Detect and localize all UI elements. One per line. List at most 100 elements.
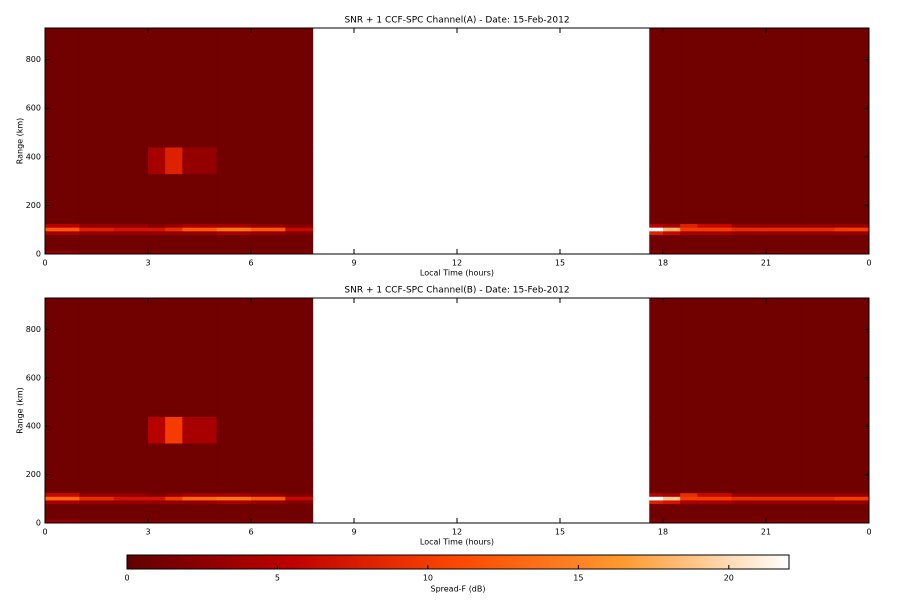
heat-cell xyxy=(766,250,801,255)
heat-cell xyxy=(800,416,836,444)
y-axis-label: Range (km) xyxy=(16,118,25,165)
heat-cell xyxy=(45,250,80,255)
heat-cell xyxy=(79,147,115,175)
heat-cell xyxy=(697,500,733,505)
heat-cell xyxy=(216,250,252,255)
heat-cell xyxy=(182,416,218,444)
heat-cell xyxy=(663,173,681,225)
heat-cell xyxy=(165,173,183,225)
heat-cell xyxy=(148,298,166,417)
heat-cell xyxy=(766,496,801,501)
heat-cell xyxy=(45,223,80,228)
heat-cell xyxy=(697,519,733,524)
heat-cell xyxy=(800,492,836,497)
heat-cell xyxy=(731,298,767,417)
heat-cell xyxy=(165,28,183,148)
colorbar-tick-label: 20 xyxy=(724,574,734,583)
heat-cell xyxy=(251,28,286,148)
heat-cell xyxy=(649,443,664,494)
heat-cell xyxy=(45,173,80,225)
heat-cell xyxy=(834,28,870,148)
heat-cell xyxy=(113,519,149,524)
heat-cell xyxy=(834,223,870,228)
heat-cell xyxy=(649,230,664,235)
heat-cell xyxy=(766,298,801,417)
heat-cell xyxy=(216,28,252,148)
heat-cell xyxy=(680,500,698,505)
heat-cell xyxy=(649,500,664,505)
heat-cell xyxy=(148,250,166,255)
chart-title: SNR + 1 CCF-SPC Channel(B) - Date: 15-Fe… xyxy=(344,286,569,296)
x-tick-label: 9 xyxy=(351,528,356,537)
heat-cell xyxy=(148,223,166,228)
heat-cell xyxy=(79,519,115,524)
heat-cell xyxy=(251,492,286,497)
heat-cell xyxy=(731,500,767,505)
heat-cell xyxy=(800,443,836,494)
heat-cell xyxy=(251,416,286,444)
heat-cell xyxy=(834,227,870,232)
heat-cell xyxy=(697,230,733,235)
heat-cell xyxy=(731,223,767,228)
heat-cell xyxy=(285,230,314,235)
heat-cell xyxy=(766,492,801,497)
x-tick-label: 18 xyxy=(658,528,668,537)
heat-cell xyxy=(79,298,115,417)
heat-cell xyxy=(165,496,183,501)
heat-cell xyxy=(697,223,733,228)
heat-cell xyxy=(731,147,767,175)
heat-cell xyxy=(680,298,698,417)
heat-cell xyxy=(834,503,870,520)
x-tick-label: 12 xyxy=(452,259,462,268)
heat-cell xyxy=(800,223,836,228)
heat-cell xyxy=(45,496,80,501)
heat-cell xyxy=(148,500,166,505)
heat-cell xyxy=(113,234,149,251)
heat-cell xyxy=(216,496,252,501)
heat-cell xyxy=(165,223,183,228)
heat-cell xyxy=(649,234,664,251)
heat-cell xyxy=(216,503,252,520)
x-axis-label: Local Time (hours) xyxy=(420,538,494,547)
x-tick-label: 18 xyxy=(658,259,668,268)
heat-cell xyxy=(285,28,314,148)
y-tick-label: 400 xyxy=(26,422,41,431)
heat-cell xyxy=(697,416,733,444)
heat-cell xyxy=(649,227,664,232)
heat-cell xyxy=(663,147,681,175)
heat-cell xyxy=(731,503,767,520)
heat-cell xyxy=(649,492,664,497)
heat-cell xyxy=(800,496,836,501)
heat-cell xyxy=(251,298,286,417)
x-tick-label: 0 xyxy=(42,528,47,537)
colorbar-tick-label: 10 xyxy=(423,574,433,583)
heat-cell xyxy=(165,416,183,444)
heat-cell xyxy=(182,298,218,417)
y-tick-label: 0 xyxy=(36,250,41,259)
heat-cell xyxy=(182,230,218,235)
heat-cell xyxy=(45,519,80,524)
heat-cell xyxy=(663,298,681,417)
heat-cell xyxy=(285,496,314,501)
heat-cell xyxy=(165,443,183,494)
heat-cell xyxy=(285,173,314,225)
heat-cell xyxy=(79,234,115,251)
heat-cell xyxy=(663,250,681,255)
heat-cell xyxy=(251,503,286,520)
heat-cell xyxy=(800,250,836,255)
heat-cell xyxy=(113,298,149,417)
heat-cell xyxy=(697,173,733,225)
heat-cell xyxy=(834,230,870,235)
heat-cell xyxy=(216,147,252,175)
heat-cell xyxy=(182,147,218,175)
heat-cell xyxy=(216,223,252,228)
heat-cell xyxy=(113,227,149,232)
heat-cell xyxy=(766,227,801,232)
heat-cell xyxy=(182,519,218,524)
heat-cell xyxy=(649,147,664,175)
y-tick-label: 800 xyxy=(26,325,41,334)
heat-cell xyxy=(766,230,801,235)
heat-cell xyxy=(251,173,286,225)
heat-cell xyxy=(148,503,166,520)
